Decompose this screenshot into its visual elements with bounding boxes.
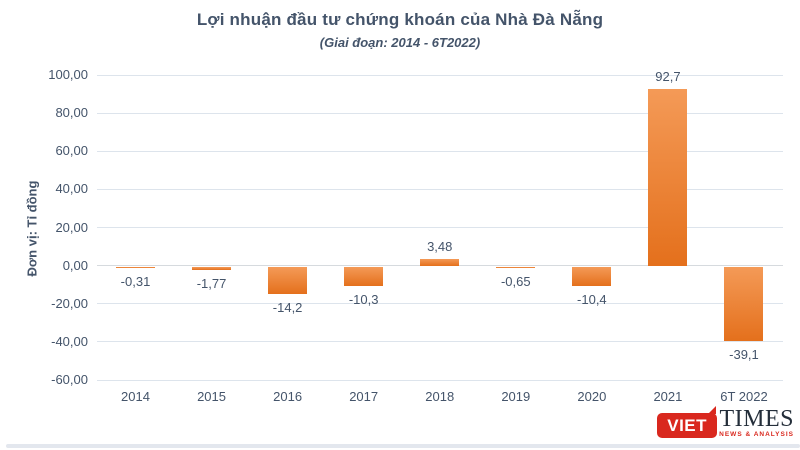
gridline [97, 303, 783, 305]
bar [724, 266, 764, 342]
bar-data-label: -10,3 [348, 292, 379, 308]
bar [572, 266, 612, 287]
bar [420, 258, 460, 266]
y-tick-label: -40,00 [51, 333, 88, 349]
viettimes-logo-right: TIMES NEWS & ANALYSIS [719, 406, 794, 438]
gridline [97, 341, 783, 343]
logo-tagline: NEWS & ANALYSIS [719, 431, 794, 438]
bar-data-label: 3,48 [427, 238, 453, 254]
bar [116, 266, 155, 268]
bar [344, 266, 384, 287]
y-tick-label: -20,00 [51, 295, 88, 311]
bar [268, 266, 308, 294]
y-tick-label: 40,00 [55, 181, 88, 197]
gridline [97, 112, 783, 114]
x-category-label: 2021 [653, 389, 683, 404]
bar-data-label: -1,77 [196, 275, 227, 291]
bar [648, 88, 688, 266]
bar-data-label: -39,1 [729, 347, 759, 363]
bar-data-label: -10,4 [577, 292, 607, 308]
bar-data-label: -0,65 [500, 273, 531, 289]
x-category-label: 2019 [501, 389, 531, 404]
y-tick-label: 0,00 [62, 257, 88, 273]
bottom-divider-strip [6, 444, 800, 448]
y-tick-label: 60,00 [55, 143, 88, 159]
logo-text-times: TIMES [719, 406, 794, 432]
logo-tail-shape [708, 406, 717, 414]
y-tick-label: 100,00 [48, 67, 88, 82]
gridline [97, 150, 783, 152]
x-category-label: 2017 [349, 389, 379, 404]
bar-data-label: -14,2 [272, 299, 303, 315]
x-category-label: 6T 2022 [720, 389, 768, 404]
bar-data-label: 92,7 [655, 68, 681, 84]
bar-data-label: -0,31 [120, 273, 151, 289]
bar [496, 266, 536, 268]
y-tick-label: 80,00 [55, 105, 88, 121]
chart-subtitle: (Giai đoạn: 2014 - 6T2022) [319, 35, 481, 50]
gridline [97, 379, 783, 381]
logo-text-viet: VIET [667, 415, 708, 435]
viettimes-logo-redbox: VIET [657, 406, 718, 438]
x-category-label: 2016 [273, 389, 303, 404]
viettimes-logo: VIET TIMES NEWS & ANALYSIS [657, 406, 794, 438]
x-category-label: 2018 [425, 389, 455, 404]
zero-gridline [97, 265, 783, 267]
y-tick-label: 20,00 [55, 219, 88, 235]
y-tick-label: -60,00 [51, 372, 88, 387]
chart-title: Lợi nhuận đầu tư chứng khoán của Nhà Đà … [196, 10, 604, 29]
bar [192, 266, 232, 270]
gridline [97, 188, 783, 190]
gridline [97, 74, 783, 76]
x-category-label: 2015 [197, 389, 226, 404]
gridline [97, 227, 783, 228]
x-category-label: 2014 [121, 389, 150, 404]
x-category-label: 2020 [577, 389, 607, 404]
